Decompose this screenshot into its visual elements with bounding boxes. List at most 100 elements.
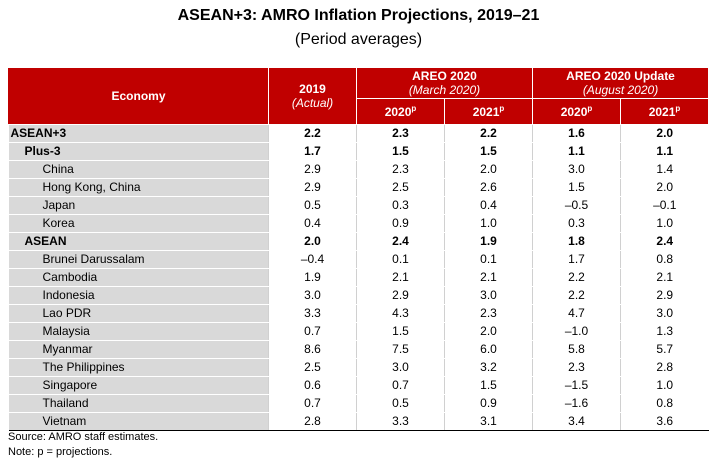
value-cell: 1.5 <box>356 322 445 341</box>
value-cell: 1.9 <box>444 232 533 251</box>
table-row: Brunei Darussalam –0.4 0.1 0.1 1.7 0.8 <box>8 250 709 269</box>
value-cell: 0.7 <box>356 376 445 395</box>
value-cell: 1.3 <box>619 322 709 341</box>
economy-name-cell: Cambodia <box>8 268 269 287</box>
value-cell: 0.8 <box>619 394 709 413</box>
header-2019-label: 2019 <box>299 82 326 96</box>
value-cell: 0.3 <box>532 214 621 233</box>
projection-note: Note: p = projections. <box>8 446 113 458</box>
value-cell: –1.5 <box>532 376 621 395</box>
value-cell: 0.9 <box>356 214 445 233</box>
header-areo-2020: AREO 2020 (March 2020) <box>356 67 533 99</box>
value-cell: 1.1 <box>532 142 621 161</box>
value-cell: 2.2 <box>444 124 533 143</box>
economy-name-cell: Lao PDR <box>8 304 269 323</box>
value-cell: 5.8 <box>532 340 621 359</box>
table-body: ASEAN+3 2.2 2.3 2.2 1.6 2.0 Plus-3 1.7 1.5 1.5 1.1… <box>8 124 709 431</box>
table-row: Indonesia 3.0 2.9 3.0 2.2 2.9 <box>8 286 709 305</box>
value-cell: 0.8 <box>619 250 709 269</box>
value-cell: 1.5 <box>532 178 621 197</box>
economy-name-cell: Thailand <box>8 394 269 413</box>
value-cell: 2.4 <box>619 232 709 251</box>
value-cell: 2.0 <box>444 160 533 179</box>
value-cell: 2.9 <box>356 286 445 305</box>
economy-name-cell: The Philippines <box>8 358 269 377</box>
table-row: Singapore 0.6 0.7 1.5 –1.5 1.0 <box>8 376 709 395</box>
table-row: Cambodia 1.9 2.1 2.1 2.2 2.1 <box>8 268 709 287</box>
value-cell: 0.9 <box>444 394 533 413</box>
economy-name-cell: Hong Kong, China <box>8 178 269 197</box>
value-cell: 1.5 <box>444 376 533 395</box>
value-cell: 1.6 <box>532 124 621 143</box>
header-areo-update: AREO 2020 Update (August 2020) <box>531 67 710 99</box>
value-cell: 2.9 <box>268 160 357 179</box>
economy-name-cell: China <box>8 160 269 179</box>
value-cell: 2.4 <box>356 232 445 251</box>
value-cell: 0.1 <box>444 250 533 269</box>
value-cell: 3.0 <box>356 358 445 377</box>
value-cell: 0.5 <box>356 394 445 413</box>
inflation-projections-table: Economy 2019 (Actual) AREO 2020 (March 2… <box>8 67 710 431</box>
table-notes: Source: AMRO staff estimates. Note: p = … <box>8 430 158 460</box>
table-row: Hong Kong, China 2.9 2.5 2.6 1.5 2.0 <box>8 178 709 197</box>
value-cell: 4.7 <box>532 304 621 323</box>
table-row: Korea 0.4 0.9 1.0 0.3 1.0 <box>8 214 709 233</box>
value-cell: 2.0 <box>268 232 357 251</box>
value-cell: 3.0 <box>268 286 357 305</box>
value-cell: 3.3 <box>268 304 357 323</box>
header-areo-label: AREO 2020 <box>412 69 477 83</box>
value-cell: 0.1 <box>356 250 445 269</box>
table-row: The Philippines 2.5 3.0 3.2 2.3 2.8 <box>8 358 709 377</box>
value-cell: 0.6 <box>268 376 357 395</box>
value-cell: 1.0 <box>619 214 709 233</box>
table-row: Vietnam 2.8 3.3 3.1 3.4 3.6 <box>8 412 709 431</box>
table-row: Lao PDR 3.3 4.3 2.3 4.7 3.0 <box>8 304 709 323</box>
value-cell: 2.2 <box>268 124 357 143</box>
value-cell: 4.3 <box>356 304 445 323</box>
value-cell: 3.0 <box>444 286 533 305</box>
value-cell: 3.0 <box>619 304 709 323</box>
value-cell: 0.3 <box>356 196 445 215</box>
value-cell: 3.0 <box>532 160 621 179</box>
value-cell: –0.4 <box>268 250 357 269</box>
economy-name-cell: Malaysia <box>8 322 269 341</box>
value-cell: 2.0 <box>619 124 709 143</box>
value-cell: 2.1 <box>356 268 445 287</box>
value-cell: –0.5 <box>532 196 621 215</box>
value-cell: 3.1 <box>444 412 533 431</box>
table-row: Japan 0.5 0.3 0.4 –0.5 –0.1 <box>8 196 709 215</box>
value-cell: 2.1 <box>619 268 709 287</box>
economy-name-cell: Vietnam <box>8 412 269 431</box>
table-row: ASEAN 2.0 2.4 1.9 1.8 2.4 <box>8 232 709 251</box>
value-cell: 2.8 <box>268 412 357 431</box>
economy-name-cell: Plus-3 <box>8 142 269 161</box>
economy-name-cell: Myanmar <box>8 340 269 359</box>
value-cell: 1.4 <box>619 160 709 179</box>
value-cell: 2.8 <box>619 358 709 377</box>
value-cell: 2.5 <box>268 358 357 377</box>
value-cell: 3.2 <box>444 358 533 377</box>
table-title: ASEAN+3: AMRO Inflation Projections, 201… <box>177 7 540 24</box>
value-cell: 2.0 <box>619 178 709 197</box>
value-cell: –1.6 <box>532 394 621 413</box>
value-cell: 2.9 <box>619 286 709 305</box>
value-cell: 1.5 <box>356 142 445 161</box>
value-cell: 0.4 <box>444 196 533 215</box>
value-cell: 1.7 <box>268 142 357 161</box>
economy-name-cell: Brunei Darussalam <box>8 250 269 269</box>
table-row: ASEAN+3 2.2 2.3 2.2 1.6 2.0 <box>8 124 709 143</box>
header-update-2021p: 2021p <box>619 98 710 125</box>
value-cell: 1.7 <box>532 250 621 269</box>
value-cell: 1.1 <box>619 142 709 161</box>
value-cell: 0.4 <box>268 214 357 233</box>
table-row: Malaysia 0.7 1.5 2.0 –1.0 1.3 <box>8 322 709 341</box>
value-cell: 2.1 <box>444 268 533 287</box>
header-update-2020p: 2020p <box>532 98 621 125</box>
header-economy: Economy <box>8 67 269 125</box>
value-cell: 0.7 <box>268 322 357 341</box>
value-cell: 2.2 <box>532 286 621 305</box>
value-cell: 1.0 <box>619 376 709 395</box>
value-cell: 7.5 <box>356 340 445 359</box>
table-row: Thailand 0.7 0.5 0.9 –1.6 0.8 <box>8 394 709 413</box>
